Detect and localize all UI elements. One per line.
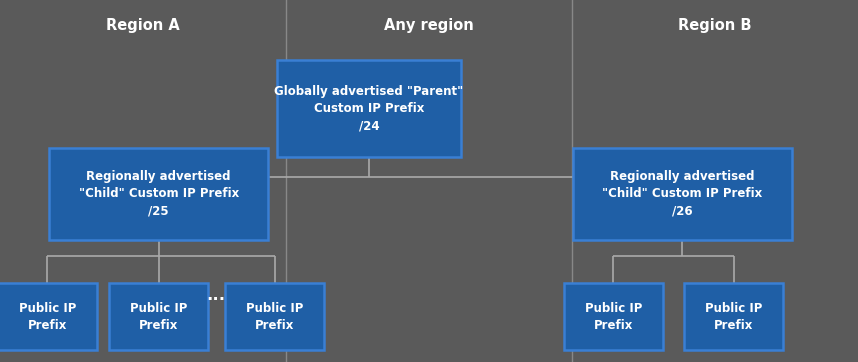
Text: Public IP
Prefix: Public IP Prefix	[585, 302, 642, 332]
Text: Regionally advertised
"Child" Custom IP Prefix
/26: Regionally advertised "Child" Custom IP …	[602, 170, 762, 217]
FancyBboxPatch shape	[0, 283, 96, 350]
FancyBboxPatch shape	[49, 148, 268, 240]
Text: Any region: Any region	[384, 18, 474, 33]
FancyBboxPatch shape	[573, 148, 791, 240]
Text: Region B: Region B	[678, 18, 752, 33]
Text: Public IP
Prefix: Public IP Prefix	[246, 302, 303, 332]
FancyBboxPatch shape	[110, 283, 208, 350]
FancyBboxPatch shape	[276, 60, 462, 157]
FancyBboxPatch shape	[225, 283, 324, 350]
Text: Public IP
Prefix: Public IP Prefix	[130, 302, 187, 332]
Text: ...: ...	[207, 286, 226, 304]
FancyBboxPatch shape	[685, 283, 782, 350]
Text: Regionally advertised
"Child" Custom IP Prefix
/25: Regionally advertised "Child" Custom IP …	[79, 170, 239, 217]
Text: Region A: Region A	[106, 18, 180, 33]
Text: Public IP
Prefix: Public IP Prefix	[705, 302, 762, 332]
FancyBboxPatch shape	[565, 283, 662, 350]
Text: Public IP
Prefix: Public IP Prefix	[19, 302, 76, 332]
Text: Globally advertised "Parent"
Custom IP Prefix
/24: Globally advertised "Parent" Custom IP P…	[275, 85, 463, 132]
